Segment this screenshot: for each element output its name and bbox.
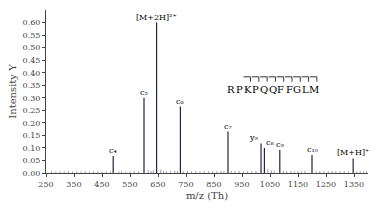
svg-text:650: 650 xyxy=(150,180,165,189)
svg-text:250: 250 xyxy=(38,180,53,189)
svg-text:G: G xyxy=(293,84,301,95)
svg-text:950: 950 xyxy=(234,180,249,189)
svg-text:0.05: 0.05 xyxy=(23,156,41,165)
svg-text:0.10: 0.10 xyxy=(23,144,41,153)
svg-text:R: R xyxy=(227,84,235,95)
svg-text:Q: Q xyxy=(269,84,277,95)
svg-text:c₉: c₉ xyxy=(276,140,284,149)
svg-text:750: 750 xyxy=(178,180,193,189)
svg-text:550: 550 xyxy=(122,180,137,189)
svg-text:Intensity Y: Intensity Y xyxy=(7,64,18,119)
svg-text:0.30: 0.30 xyxy=(23,94,41,103)
svg-text:[M+2H]²⁺: [M+2H]²⁺ xyxy=(136,13,177,22)
svg-text:P: P xyxy=(236,84,243,95)
svg-text:m/z (Th): m/z (Th) xyxy=(186,190,228,201)
svg-text:c₄: c₄ xyxy=(109,146,117,155)
svg-text:350: 350 xyxy=(66,180,81,189)
svg-text:850: 850 xyxy=(206,180,221,189)
svg-text:0.35: 0.35 xyxy=(23,81,41,90)
svg-text:1250: 1250 xyxy=(316,180,336,189)
svg-text:Q: Q xyxy=(260,84,268,95)
svg-text:1350: 1350 xyxy=(344,180,364,189)
svg-text:c₁₀: c₁₀ xyxy=(307,145,318,154)
svg-text:[M+H]⁺: [M+H]⁺ xyxy=(337,148,369,157)
svg-text:c₈: c₈ xyxy=(266,138,274,147)
svg-text:c₇: c₇ xyxy=(224,122,232,131)
svg-text:1150: 1150 xyxy=(288,180,308,189)
svg-text:0.15: 0.15 xyxy=(23,131,41,140)
svg-text:0.20: 0.20 xyxy=(23,119,41,128)
svg-text:M: M xyxy=(309,84,319,95)
svg-text:P: P xyxy=(252,84,259,95)
svg-text:F: F xyxy=(286,84,293,95)
svg-text:c₅: c₅ xyxy=(140,88,148,97)
svg-text:K: K xyxy=(244,84,252,95)
svg-text:0.25: 0.25 xyxy=(23,106,41,115)
svg-text:c₆: c₆ xyxy=(176,97,184,106)
svg-text:0.00: 0.00 xyxy=(23,169,41,178)
svg-text:450: 450 xyxy=(94,180,109,189)
svg-text:0.40: 0.40 xyxy=(23,68,41,77)
svg-text:F: F xyxy=(277,84,284,95)
svg-text:0.50: 0.50 xyxy=(23,43,41,52)
svg-text:1050: 1050 xyxy=(260,180,280,189)
svg-text:0.55: 0.55 xyxy=(23,31,41,40)
svg-text:0.45: 0.45 xyxy=(23,56,41,65)
svg-text:y₉: y₉ xyxy=(249,133,259,142)
svg-text:L: L xyxy=(302,84,309,95)
svg-text:0.60: 0.60 xyxy=(23,18,41,27)
